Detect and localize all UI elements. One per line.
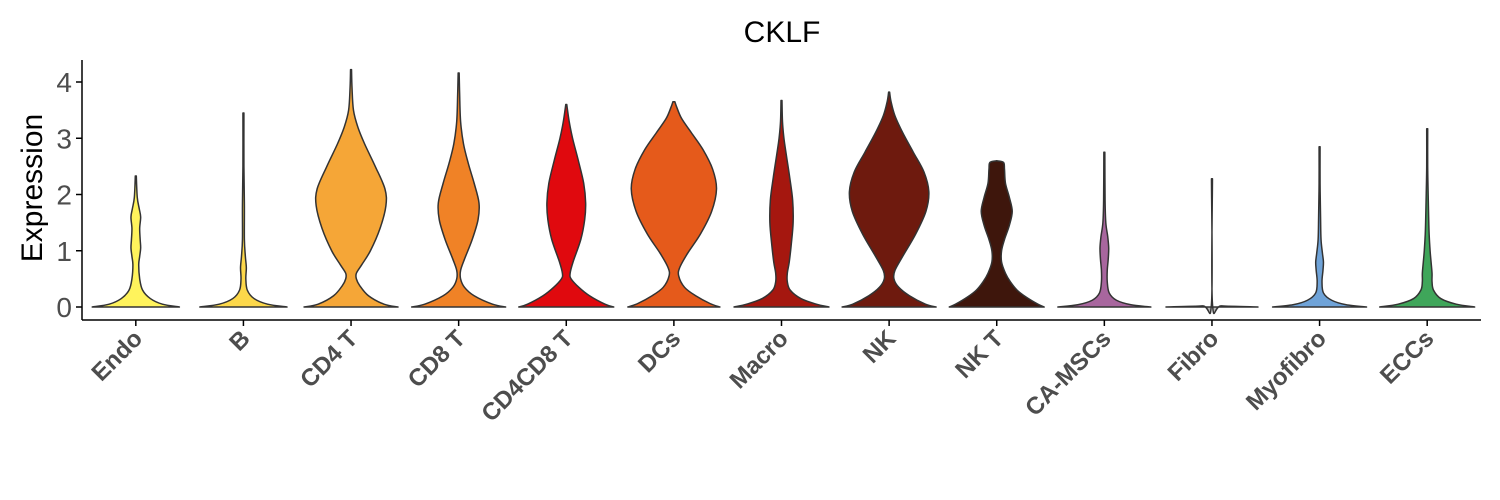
violin-dcs	[627, 100, 721, 308]
x-tick-label: CA-MSCs	[1020, 325, 1116, 421]
violin-cd4cd8-t	[518, 103, 615, 308]
chart-title: CKLF	[744, 16, 821, 49]
x-tick-label: Fibro	[1163, 325, 1225, 387]
violin-cd8-t	[410, 72, 507, 308]
x-tick-label: CD4CD8 T	[476, 325, 578, 427]
x-tick-label: CD4 T	[295, 325, 363, 393]
violin-macro	[733, 99, 830, 308]
x-tick-label: CD8 T	[403, 325, 471, 393]
x-tick-label: Macro	[725, 325, 794, 394]
y-tick-label: 3	[56, 123, 72, 154]
x-tick-label: Endo	[87, 325, 149, 387]
x-tick-label: NK	[858, 325, 902, 369]
violin-nk-t	[948, 160, 1045, 308]
violin-myofibro	[1271, 145, 1368, 308]
violin-layer	[91, 68, 1476, 315]
violin-endo	[91, 175, 181, 308]
violin-fibro	[1165, 178, 1259, 315]
y-tick-label: 1	[56, 236, 72, 267]
x-tick-label: DCs	[633, 325, 686, 378]
x-ticks: Endo B CD4 T CD8 T CD4CD8 T DCs Macro NK NK T CA-…	[87, 320, 1439, 427]
y-ticks: 0 1 2 3 4	[56, 67, 82, 323]
x-tick-label: B	[224, 325, 255, 356]
x-tick-label: Myofibro	[1241, 325, 1332, 416]
x-tick-label: NK T	[950, 325, 1009, 384]
y-axis-label: Expression	[16, 114, 49, 262]
x-tick-label: ECCs	[1375, 325, 1439, 389]
violin-ca-mscs	[1057, 151, 1152, 308]
violin-b	[199, 112, 288, 308]
violin-eccs	[1378, 127, 1476, 308]
violin-nk	[841, 91, 937, 308]
y-tick-label: 2	[56, 180, 72, 211]
violin-cd4-t	[303, 68, 399, 308]
y-tick-label: 4	[56, 67, 72, 98]
y-tick-label: 0	[56, 292, 72, 323]
